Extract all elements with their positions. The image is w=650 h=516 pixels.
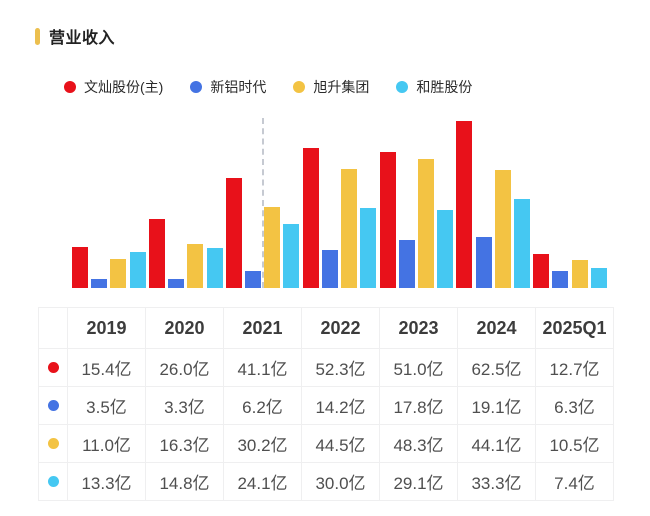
legend-dot-icon: [396, 81, 409, 93]
bar-2021-series4[interactable]: [283, 224, 300, 288]
bar-chart: [72, 118, 607, 288]
bar-2025Q1-series3[interactable]: [571, 260, 588, 288]
table-header-cell: 2019: [68, 308, 146, 349]
table-cell: 30.0亿: [302, 463, 380, 501]
section-header: 营业收入: [35, 0, 650, 48]
series-dot-icon: [47, 400, 59, 411]
table-series-cell: [39, 349, 68, 387]
legend-item-label: 和胜股份: [416, 79, 473, 95]
table-cell: 44.1亿: [458, 425, 536, 463]
table-corner-cell: [39, 308, 68, 349]
legend-item-label: 文灿股份(主): [84, 79, 164, 95]
table-cell: 3.3亿: [146, 387, 224, 425]
table-cell: 14.8亿: [146, 463, 224, 501]
table-header-cell: 2025Q1: [536, 308, 614, 349]
series-dot-icon: [47, 476, 59, 487]
series-dot-icon: [47, 438, 59, 449]
legend: 文灿股份(主) 新铝时代 旭升集团 和胜股份: [64, 77, 650, 97]
table-cell: 17.8亿: [380, 387, 458, 425]
bar-2021-series2[interactable]: [244, 271, 261, 288]
table-cell: 30.2亿: [224, 425, 302, 463]
table-cell: 16.3亿: [146, 425, 224, 463]
table-cell: 48.3亿: [380, 425, 458, 463]
legend-item-label: 旭升集团: [313, 79, 370, 95]
table-header-cell: 2021: [224, 308, 302, 349]
table-cell: 62.5亿: [458, 349, 536, 387]
table-series-cell: [39, 425, 68, 463]
legend-item-1[interactable]: 文灿股份(主): [64, 77, 163, 97]
table-cell: 6.2亿: [224, 387, 302, 425]
bar-2020-series3[interactable]: [187, 244, 204, 288]
legend-dot-icon: [293, 81, 306, 93]
bar-2022-series2[interactable]: [321, 250, 338, 288]
bar-2024-series2[interactable]: [475, 237, 492, 288]
table-cell: 51.0亿: [380, 349, 458, 387]
bar-2020-series2[interactable]: [168, 279, 185, 288]
table-header-cell: 2020: [146, 308, 224, 349]
bar-2019-series2[interactable]: [91, 279, 108, 288]
legend-dot-icon: [190, 81, 203, 93]
bar-2020-series1[interactable]: [148, 219, 165, 288]
legend-item-label: 新铝时代: [210, 79, 267, 95]
table-cell: 41.1亿: [224, 349, 302, 387]
legend-item-4[interactable]: 和胜股份: [396, 77, 472, 97]
table-cell: 24.1亿: [224, 463, 302, 501]
bar-2021-series3[interactable]: [264, 207, 281, 288]
legend-dot-icon: [64, 81, 76, 93]
table-series-cell: [39, 463, 68, 501]
bar-2024-series3[interactable]: [494, 170, 511, 288]
table-series-cell: [39, 387, 68, 425]
bar-2024-series1[interactable]: [456, 121, 473, 288]
table-cell: 13.3亿: [68, 463, 146, 501]
table-cell: 44.5亿: [302, 425, 380, 463]
legend-item-3[interactable]: 旭升集团: [293, 77, 369, 97]
bar-2023-series3[interactable]: [417, 159, 434, 288]
table-cell: 14.2亿: [302, 387, 380, 425]
bar-2025Q1-series2[interactable]: [552, 271, 569, 288]
bar-2022-series3[interactable]: [341, 169, 358, 288]
table-header-cell: 2022: [302, 308, 380, 349]
table-cell: 33.3亿: [458, 463, 536, 501]
bar-2022-series1[interactable]: [302, 148, 319, 288]
bar-2019-series4[interactable]: [129, 252, 146, 288]
revenue-table: 2019 2020 2021 2022 2023 2024 2025Q1 15.4亿 26.0亿…: [38, 307, 614, 501]
table-cell: 19.1亿: [458, 387, 536, 425]
bar-2019-series3[interactable]: [110, 259, 127, 288]
bar-2024-series4[interactable]: [514, 199, 531, 288]
title-marker-icon: [35, 27, 40, 45]
marker-dashline: [262, 118, 264, 288]
table-cell: 3.5亿: [68, 387, 146, 425]
bar-2025Q1-series1[interactable]: [533, 254, 550, 288]
series-dot-icon: [47, 362, 59, 373]
table-cell: 6.3亿: [536, 387, 614, 425]
bar-2025Q1-series4[interactable]: [590, 268, 607, 288]
table-cell: 11.0亿: [68, 425, 146, 463]
table-cell: 29.1亿: [380, 463, 458, 501]
table-cell: 10.5亿: [536, 425, 614, 463]
table-cell: 26.0亿: [146, 349, 224, 387]
bar-2022-series4[interactable]: [360, 208, 377, 288]
bar-2023-series2[interactable]: [398, 240, 415, 288]
legend-item-2[interactable]: 新铝时代: [190, 77, 266, 97]
bar-2019-series1[interactable]: [72, 247, 88, 288]
bar-2020-series4[interactable]: [206, 248, 223, 288]
table-cell: 52.3亿: [302, 349, 380, 387]
bar-2023-series1[interactable]: [379, 152, 396, 288]
section-title: 营业收入: [49, 30, 116, 47]
table-cell: 15.4亿: [68, 349, 146, 387]
table-cell: 12.7亿: [536, 349, 614, 387]
bar-2023-series4[interactable]: [437, 210, 454, 288]
table-cell: 7.4亿: [536, 463, 614, 501]
bar-2021-series1[interactable]: [225, 178, 242, 288]
table-header-cell: 2024: [458, 308, 536, 349]
table-header-cell: 2023: [380, 308, 458, 349]
